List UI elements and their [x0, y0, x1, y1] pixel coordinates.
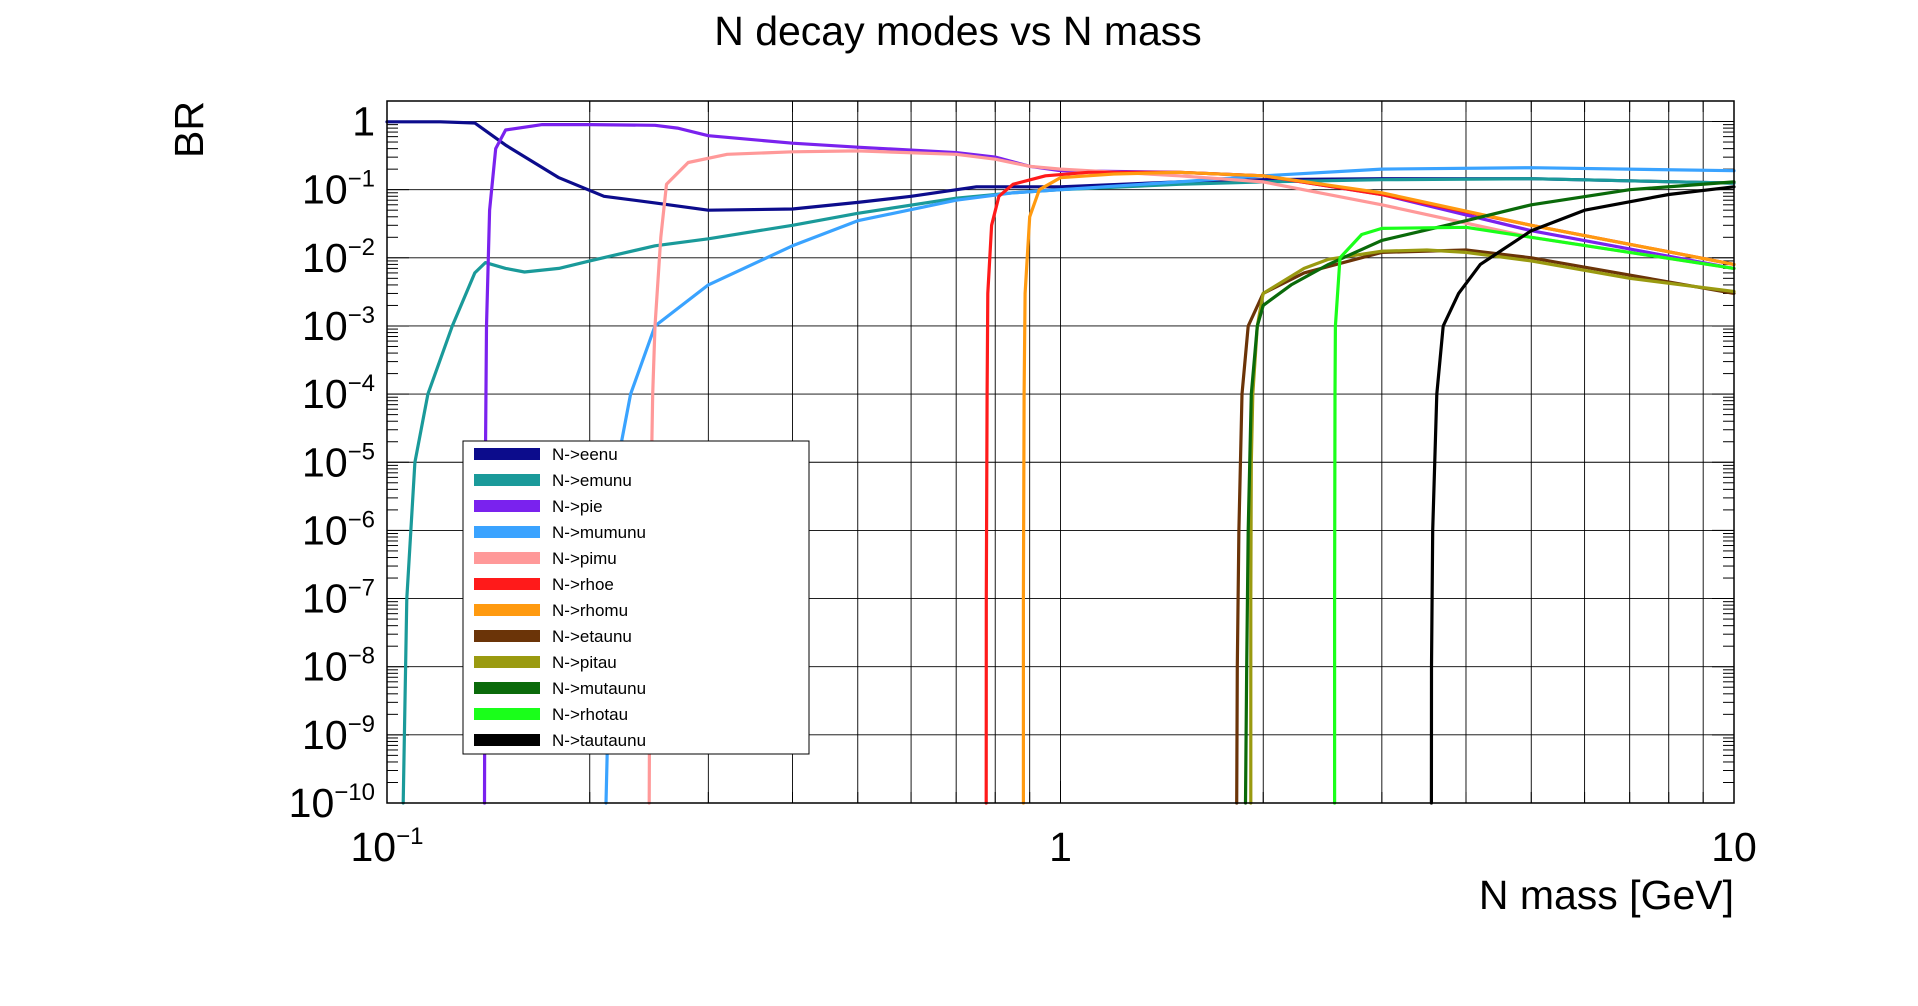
plot-frame: [386, 100, 1735, 804]
series-line-8: [1249, 248, 1736, 805]
legend-swatch: [474, 604, 540, 616]
legend-swatch: [474, 526, 540, 538]
legend-label: N->rhotau: [552, 705, 628, 724]
chart-title: N decay modes vs N mass: [714, 8, 1202, 54]
legend-swatch: [474, 448, 540, 460]
y-tick-label: 10−8: [302, 643, 375, 690]
legend-label: N->pie: [552, 497, 603, 516]
y-tick-label: 10−4: [302, 370, 375, 417]
y-tick-label: 10−5: [302, 438, 375, 485]
series-line-1: [401, 177, 1736, 805]
minor-ticks: [386, 100, 1734, 804]
x-tick-label: 1: [1049, 824, 1072, 870]
legend-swatch: [474, 474, 540, 486]
x-axis-title: N mass [GeV]: [1479, 872, 1734, 918]
series-line-11: [1429, 185, 1736, 805]
legend-label: N->etaunu: [552, 627, 632, 646]
series-line-4: [647, 149, 1736, 805]
y-tick-label: 1: [352, 99, 375, 145]
y-tick-label: 10−1: [302, 166, 375, 213]
legend-label: N->mutaunu: [552, 679, 646, 698]
y-tick-label: 10−2: [302, 234, 375, 281]
legend-swatch: [474, 630, 540, 642]
legend: N->eenu N->emunu N->pie N->mumunu N->pimu N->…: [462, 440, 810, 755]
series-line-6: [1021, 170, 1736, 805]
legend-entries: N->eenu N->emunu N->pie N->mumunu N->pimu N->…: [474, 445, 646, 750]
legend-swatch: [474, 734, 540, 746]
legend-swatch: [474, 682, 540, 694]
legend-label: N->pimu: [552, 549, 617, 568]
legend-label: N->tautaunu: [552, 731, 646, 750]
series-line-7: [1235, 248, 1736, 805]
legend-swatch: [474, 656, 540, 668]
legend-label: N->mumunu: [552, 523, 646, 542]
y-tick-label: 10−7: [302, 575, 375, 622]
legend-swatch: [474, 578, 540, 590]
legend-box: [462, 440, 810, 755]
series-line-9: [1243, 180, 1736, 805]
legend-label: N->rhoe: [552, 575, 614, 594]
y-tick-label: 10−9: [302, 711, 375, 758]
legend-label: N->rhomu: [552, 601, 628, 620]
legend-label: N->eenu: [552, 445, 618, 464]
y-tick-label: 10−3: [302, 302, 375, 349]
y-tick-labels: 1 10−1 10−2 10−3 10−4 10−5 10−6 10−7 10−8 10−9 10−…: [289, 99, 375, 826]
series-lines: [385, 120, 1736, 805]
x-tick-labels: 10−1 1 10: [351, 823, 1757, 870]
x-tick-label: 10: [1711, 824, 1757, 870]
legend-label: N->pitau: [552, 653, 617, 672]
legend-swatch: [474, 500, 540, 512]
y-tick-label: 10−10: [289, 779, 375, 826]
y-axis-title: BR: [166, 101, 212, 158]
x-tick-label: 10−1: [351, 823, 424, 870]
y-tick-label: 10−6: [302, 506, 375, 553]
series-line-10: [1333, 225, 1736, 805]
legend-label: N->emunu: [552, 471, 632, 490]
legend-swatch: [474, 708, 540, 720]
legend-swatch: [474, 552, 540, 564]
series-line-0: [385, 120, 1736, 212]
series-line-5: [984, 170, 1736, 805]
series-line-3: [604, 166, 1736, 805]
